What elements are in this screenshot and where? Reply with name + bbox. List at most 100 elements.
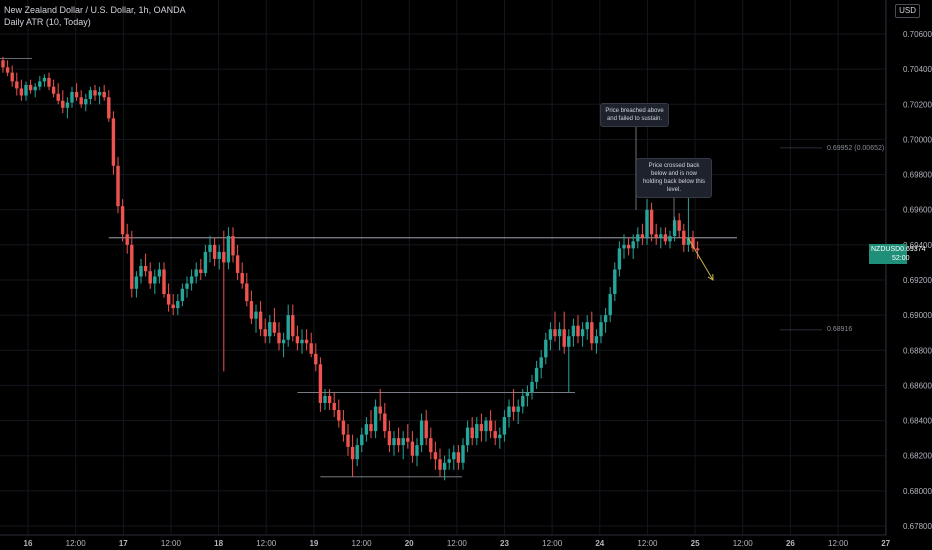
- candle-body: [65, 102, 70, 108]
- candle-body: [557, 329, 562, 337]
- level-label-lower: 0.68916: [827, 326, 853, 333]
- price-tag-symbol: NZDUSD: [871, 246, 901, 253]
- indicator-label[interactable]: Daily ATR (10, Today): [4, 17, 91, 27]
- candle-body: [97, 91, 102, 96]
- candle: [231, 227, 235, 263]
- candle-body: [268, 322, 272, 337]
- candle: [401, 431, 405, 460]
- candle-body: [429, 438, 433, 453]
- candle: [245, 272, 249, 307]
- time-tick-label: 12:00: [66, 539, 87, 548]
- candle-body: [272, 322, 277, 333]
- candle-body: [387, 431, 392, 446]
- time-tick-label: 12:00: [352, 539, 373, 548]
- candle-body: [576, 325, 580, 337]
- candle: [166, 283, 171, 312]
- candle: [240, 262, 244, 289]
- candle-body: [360, 434, 364, 446]
- candle: [107, 90, 111, 122]
- candle-body: [668, 236, 672, 242]
- candle-body: [544, 339, 548, 358]
- candle: [332, 392, 336, 418]
- candle: [677, 213, 681, 238]
- candle: [636, 227, 640, 249]
- candle-body: [291, 315, 295, 337]
- level-label-upper: 0.69952 (0.00652): [827, 145, 885, 152]
- candle-body: [406, 438, 410, 442]
- candle: [622, 234, 626, 259]
- annotation-breached[interactable]: Price breached above and failed to susta…: [600, 103, 669, 127]
- candle-body: [663, 234, 668, 242]
- candle-body: [470, 427, 474, 439]
- candle-body: [438, 459, 442, 470]
- price-tick-label: 0.70400: [903, 65, 932, 74]
- candle: [378, 388, 382, 421]
- currency-badge[interactable]: USD: [895, 4, 920, 18]
- candle-body: [419, 420, 424, 446]
- candle: [97, 86, 102, 105]
- candle: [162, 262, 166, 298]
- candle: [212, 237, 217, 266]
- candle: [102, 84, 106, 101]
- candle-body: [56, 93, 60, 101]
- candle-body: [245, 283, 249, 302]
- candle: [585, 315, 589, 340]
- candle: [360, 427, 364, 453]
- candle: [56, 83, 60, 105]
- candle: [111, 111, 116, 175]
- candle-body: [1, 60, 5, 68]
- candle: [88, 86, 93, 105]
- candle-body: [415, 445, 419, 456]
- candle-body: [47, 77, 51, 87]
- candle-body: [157, 269, 162, 277]
- candle-body: [493, 431, 497, 439]
- time-tick-label: 26: [786, 539, 795, 548]
- candle-body: [116, 165, 120, 207]
- candle-body: [585, 322, 589, 330]
- candle-body: [456, 452, 461, 463]
- candle-body: [383, 413, 387, 432]
- candle: [120, 199, 125, 242]
- candle: [323, 388, 327, 411]
- candle: [116, 157, 120, 214]
- candle: [79, 90, 83, 108]
- candle-body: [318, 364, 323, 403]
- time-tick-label: 18: [214, 539, 223, 548]
- grid-lines: [0, 0, 887, 535]
- candle-body: [507, 406, 511, 418]
- candle: [594, 329, 599, 354]
- candle-body: [208, 244, 212, 252]
- price-tick-label: 0.69400: [903, 241, 932, 250]
- price-tick-label: 0.70000: [903, 135, 932, 144]
- candle-body: [166, 294, 171, 305]
- candle-body: [636, 234, 640, 242]
- candle-body: [254, 311, 258, 319]
- projection-arrow-head: [707, 273, 714, 281]
- candle-body: [185, 283, 189, 289]
- candle: [599, 315, 603, 344]
- candle: [153, 269, 157, 295]
- candle-body: [107, 97, 111, 119]
- candle: [171, 294, 175, 316]
- candle-body: [613, 269, 617, 295]
- candle-body: [686, 237, 691, 245]
- candle-body: [502, 417, 507, 435]
- candles-group: [1, 56, 700, 481]
- price-tick-label: 0.67800: [903, 522, 932, 531]
- candle: [498, 427, 502, 449]
- candle-body: [511, 406, 516, 412]
- candle-body: [125, 234, 129, 245]
- candle-body: [599, 322, 603, 337]
- candle: [672, 216, 677, 242]
- candle: [139, 258, 143, 284]
- candle: [281, 332, 286, 358]
- candle-body: [631, 241, 635, 249]
- time-tick-label: 12:00: [161, 539, 182, 548]
- candle-body: [212, 244, 217, 259]
- candle: [525, 385, 530, 407]
- candle: [562, 311, 566, 354]
- annotation-crossed-back[interactable]: Price crossed back below and is now hold…: [636, 158, 712, 198]
- candle-body: [617, 248, 622, 270]
- candle: [291, 304, 295, 342]
